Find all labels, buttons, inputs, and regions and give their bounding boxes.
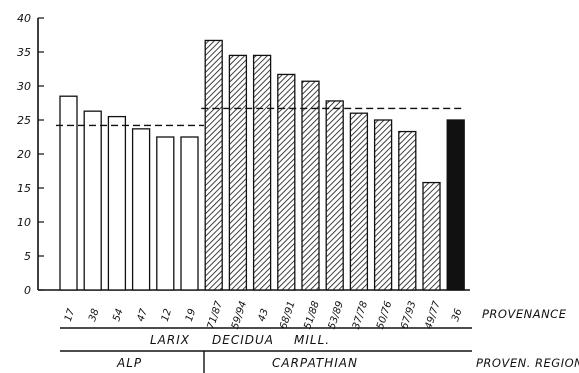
category-label: 50/76: [375, 300, 394, 331]
region-label-alp: ALP: [116, 356, 142, 370]
species-label-author: MILL.: [294, 333, 330, 347]
category-label: 38: [87, 307, 101, 323]
bar-37-78: [349, 112, 369, 291]
y-tick-label: 5: [24, 250, 31, 263]
y-tick-label: 0: [24, 284, 31, 297]
bar-19: [180, 136, 199, 291]
y-tick-label: 25: [17, 114, 31, 127]
category-labels: 17 38 54 47 12 19 71/87 59/94 43 68/91 51/88 53/89 3…: [63, 299, 465, 330]
bar-59-94: [228, 54, 248, 291]
bar-17: [59, 95, 78, 291]
bar-68-91: [277, 73, 296, 291]
category-label: 51/88: [302, 300, 321, 331]
provenance-row-label: PROVENANCE: [482, 307, 567, 321]
y-tick-label: 40: [17, 12, 31, 25]
bar-47: [131, 128, 151, 291]
bar-38: [83, 110, 102, 291]
y-tick-label: 15: [17, 182, 31, 195]
bar-36: [446, 119, 465, 291]
bar-12: [156, 136, 175, 291]
category-label: 68/91: [278, 300, 297, 331]
y-axis-ticks: 0 5 10 15 20 25 30 35 40: [17, 12, 44, 297]
bar-49-77: [422, 181, 441, 291]
species-label-epithet: DECIDUA: [212, 333, 274, 347]
bar-53-89: [325, 100, 344, 291]
bars: [59, 39, 465, 291]
y-tick-label: 10: [17, 216, 31, 229]
category-label: 59/94: [230, 300, 249, 331]
category-label: 47: [136, 307, 151, 323]
y-tick-label: 35: [17, 46, 31, 59]
species-label-genus: LARIX: [150, 333, 190, 347]
bar-67-93: [398, 130, 417, 291]
bar-51-88: [301, 80, 320, 291]
category-label: 17: [63, 307, 78, 323]
category-label: 12: [160, 307, 174, 323]
y-tick-label: 30: [17, 80, 31, 93]
bar-43: [252, 54, 272, 291]
y-tick-label: 20: [17, 148, 31, 161]
bar-50-76: [373, 119, 393, 291]
category-label: 37/78: [351, 300, 370, 331]
category-label: 19: [184, 307, 198, 323]
category-label: 54: [111, 307, 125, 323]
region-label-carpathian: CARPATHIAN: [272, 356, 358, 370]
category-label: 36: [450, 307, 464, 323]
category-label: 67/93: [399, 300, 418, 331]
category-label: 71/87: [206, 299, 226, 330]
group-mean-lines: [56, 107, 462, 127]
category-label: 49/77: [423, 299, 443, 330]
category-label: 43: [257, 307, 271, 323]
region-row-label: PROVEN. REGION: [476, 356, 579, 370]
category-label: 53/89: [327, 300, 346, 331]
bar-54: [107, 115, 127, 291]
bar-71-87: [204, 39, 223, 291]
